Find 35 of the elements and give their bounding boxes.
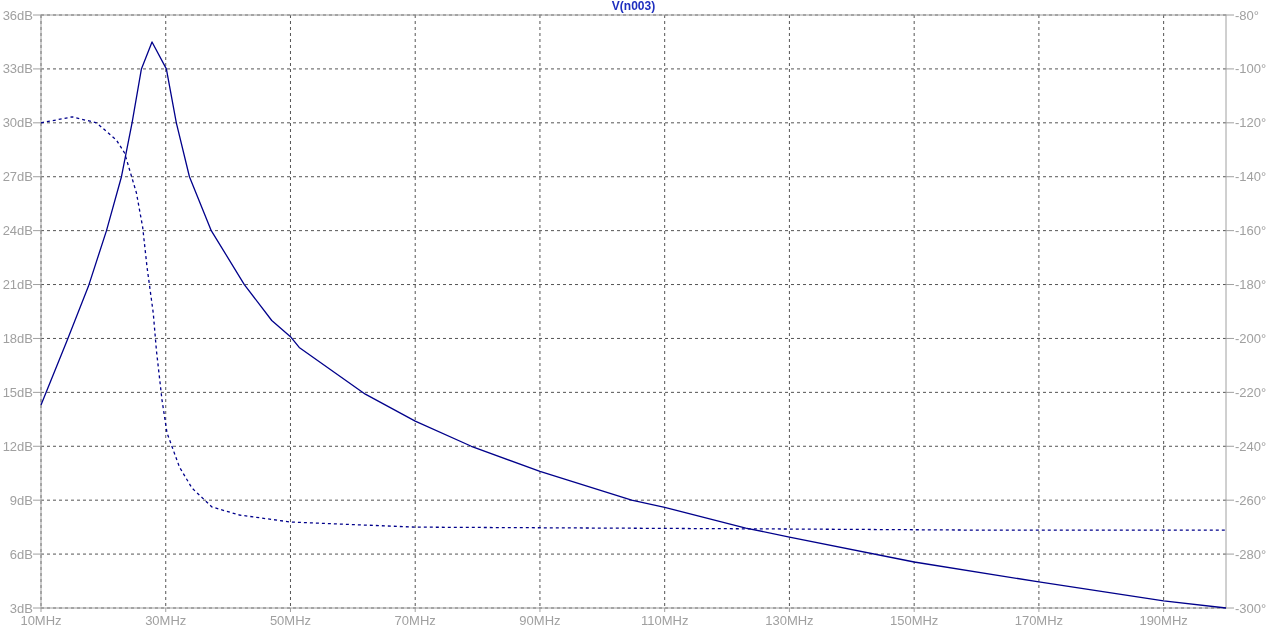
x-tick-label: 30MHz (145, 613, 187, 628)
y2-tick-label: -140° (1235, 169, 1267, 185)
y-tick-label: 3dB (9, 600, 33, 616)
y2-tick-label: -220° (1235, 384, 1267, 400)
y-tick-label: 36dB (2, 7, 33, 23)
x-tick-label: 50MHz (269, 613, 312, 628)
y-tick-label: 24dB (2, 223, 33, 239)
x-tick-label: 10MHz (20, 613, 62, 628)
x-tick-label: 90MHz (519, 613, 561, 628)
y2-tick-label: -100° (1235, 61, 1267, 77)
y2-tick-label: -80° (1235, 7, 1259, 23)
y-tick-label: 9dB (9, 492, 33, 508)
y-tick-label: 15dB (2, 384, 33, 400)
y-tick-label: 21dB (2, 277, 33, 293)
y-tick-label: 33dB (2, 61, 33, 77)
y-tick-label: 18dB (2, 331, 33, 346)
y-tick-label: 30dB (2, 115, 33, 131)
y-tick-label: 6dB (9, 546, 33, 562)
x-tick-label: 190MHz (1139, 613, 1188, 628)
x-tick-label: 110MHz (640, 613, 689, 628)
y2-tick-label: -200° (1235, 331, 1267, 346)
x-tick-label: 150MHz (889, 613, 939, 628)
y-tick-label: 27dB (2, 169, 33, 185)
y2-tick-label: -260° (1235, 492, 1267, 508)
y2-tick-label: -120° (1235, 115, 1267, 131)
y2-tick-label: -240° (1235, 438, 1267, 454)
y2-tick-label: -160° (1235, 223, 1267, 239)
chart-title: V(n003) (611, 0, 656, 13)
x-tick-label: 130MHz (765, 613, 814, 628)
y2-tick-label: -300° (1235, 600, 1267, 616)
x-tick-label: 70MHz (394, 613, 436, 628)
x-tick-label: 170MHz (1014, 613, 1064, 628)
y2-tick-label: -180° (1235, 277, 1267, 293)
y2-tick-label: -280° (1235, 546, 1267, 562)
y-tick-label: 12dB (2, 438, 33, 454)
